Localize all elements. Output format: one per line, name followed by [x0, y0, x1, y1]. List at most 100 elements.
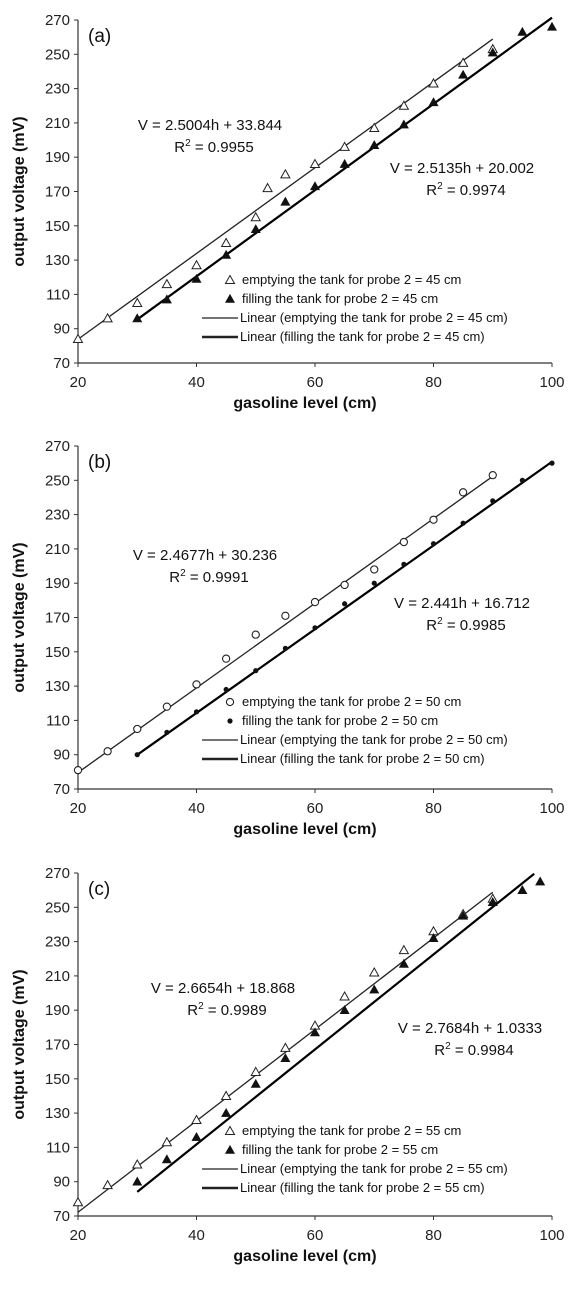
y-tick-label: 190: [45, 149, 70, 166]
data-point: [398, 944, 410, 955]
data-point: [549, 460, 555, 466]
data-point: [309, 1027, 321, 1037]
data-point: [428, 97, 439, 107]
data-point: [132, 313, 143, 323]
data-point: [193, 709, 200, 715]
data-point: [250, 1078, 261, 1088]
data-point: [429, 515, 438, 524]
data-point: [428, 933, 439, 942]
data-point: [280, 168, 291, 179]
data-point: [192, 680, 201, 689]
x-tick-label: 80: [425, 374, 442, 391]
panel-b: 70 90 110 130 150 170 190 210 230 250 270 20 40 60 80 1…: [11, 438, 565, 838]
legend-marker: [224, 1125, 236, 1135]
y-tick-label: 190: [45, 575, 70, 592]
x-tick-label: 100: [539, 374, 564, 391]
data-point: [221, 654, 231, 663]
x-tick-label: 40: [188, 1227, 205, 1244]
data-point: [253, 668, 259, 674]
legend-label: Linear (filling the tank for probe 2 = 5…: [240, 751, 485, 766]
x-tick-label: 80: [425, 800, 442, 817]
y-tick-label: 150: [45, 218, 70, 235]
data-point: [161, 1136, 173, 1147]
legend-label: filling the tank for probe 2 = 45 cm: [242, 291, 438, 306]
x-tick-label: 20: [70, 1227, 87, 1244]
data-point: [339, 141, 350, 151]
fit-line: [136, 460, 553, 756]
data-point: [370, 565, 379, 574]
legend-marker: [224, 274, 236, 284]
data-point: [517, 885, 528, 894]
y-tick-label: 250: [45, 46, 70, 63]
x-tick-label: 60: [307, 374, 324, 391]
data-point: [428, 77, 439, 88]
data-point: [131, 1159, 143, 1169]
data-point: [221, 1107, 232, 1117]
data-point: [339, 1005, 350, 1014]
fit-equation: V = 2.7684h + 1.0333: [398, 1020, 542, 1037]
data-point: [368, 122, 380, 133]
data-point: [250, 224, 261, 234]
fit-equation: V = 2.4677h + 30.236: [133, 547, 277, 564]
fit-r-squared: R2 = 0.9984: [434, 1041, 513, 1059]
x-tick-label: 60: [307, 800, 324, 817]
data-point: [72, 1196, 84, 1207]
fit-equation: V = 2.5135h + 20.002: [390, 160, 534, 177]
x-axis-label: gasoline level (cm): [233, 1248, 376, 1265]
y-axis-label: output voltage (mV): [11, 116, 28, 266]
y-tick-label: 190: [45, 1002, 70, 1019]
data-point: [72, 333, 84, 343]
data-point: [340, 580, 349, 590]
y-tick-label: 170: [45, 610, 70, 627]
x-tick-label: 80: [425, 1227, 442, 1244]
fit-line: [136, 872, 535, 1193]
data-point: [280, 196, 291, 206]
y-tick-label: 110: [46, 1139, 70, 1156]
fit-r-squared: R2 = 0.9989: [187, 1001, 266, 1019]
data-point: [220, 1090, 232, 1100]
legend-label: filling the tank for probe 2 = 55 cm: [242, 1142, 438, 1157]
data-point: [519, 477, 525, 483]
x-tick-label: 20: [70, 800, 87, 817]
data-point: [458, 910, 469, 920]
x-axis-label: gasoline level (cm): [233, 821, 376, 838]
panel-label: (c): [88, 879, 110, 900]
fit-r-squared: R2 = 0.9955: [174, 138, 253, 156]
y-tick-label: 250: [45, 899, 70, 916]
data-point: [250, 1066, 262, 1076]
data-point: [339, 158, 350, 168]
data-point: [312, 625, 318, 631]
x-tick-label: 20: [70, 374, 87, 391]
fit-equation: V = 2.6654h + 18.868: [151, 980, 295, 997]
data-point: [251, 630, 260, 639]
y-tick-label: 130: [45, 1105, 70, 1122]
fit-line: [77, 891, 494, 1213]
data-point: [191, 1114, 202, 1124]
data-point: [369, 984, 380, 994]
x-axis-label: gasoline level (cm): [233, 395, 376, 412]
x-tick-label: 60: [307, 1227, 324, 1244]
data-point: [546, 21, 558, 31]
data-point: [161, 278, 173, 289]
data-point: [458, 69, 469, 79]
legend-marker: [225, 697, 235, 707]
x-tick-label: 100: [539, 800, 564, 817]
legend-label: emptying the tank for probe 2 = 50 cm: [242, 694, 461, 709]
data-point: [162, 702, 172, 711]
fit-equation: V = 2.5004h + 33.844: [138, 117, 282, 134]
data-point: [430, 541, 437, 547]
y-tick-label: 230: [45, 934, 70, 951]
data-point: [131, 297, 143, 307]
fit-line: [77, 38, 494, 340]
data-point: [191, 273, 202, 283]
data-point: [191, 259, 202, 270]
panel-label: (a): [88, 26, 111, 47]
data-point: [133, 724, 142, 734]
legend-label: Linear (emptying the tank for probe 2 = …: [240, 732, 508, 747]
data-point: [161, 294, 172, 304]
data-point: [262, 182, 273, 193]
data-point: [132, 1176, 143, 1186]
data-point: [102, 1179, 113, 1190]
y-tick-label: 130: [45, 678, 70, 695]
data-point: [398, 100, 410, 110]
